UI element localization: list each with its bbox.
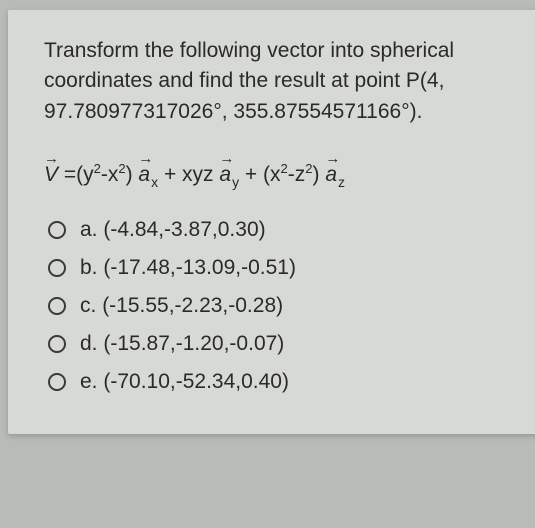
radio-icon[interactable]	[48, 297, 66, 315]
unit-ax: a	[138, 163, 150, 187]
unit-ay: a	[219, 163, 231, 187]
radio-icon[interactable]	[48, 259, 66, 277]
question-line-2: coordinates and find the result at point…	[44, 69, 444, 92]
question-text: Transform the following vector into sphe…	[44, 36, 535, 127]
option-b[interactable]: b. (-17.48,-13.09,-0.51)	[48, 256, 535, 280]
option-label: c. (-15.55,-2.23,-0.28)	[80, 294, 283, 318]
option-a[interactable]: a. (-4.84,-3.87,0.30)	[48, 218, 535, 242]
unit-az: a	[325, 163, 337, 187]
question-card: Transform the following vector into sphe…	[8, 10, 535, 434]
option-label: d. (-15.87,-1.20,-0.07)	[80, 332, 284, 356]
option-label: b. (-17.48,-13.09,-0.51)	[80, 256, 296, 280]
vector-V: V	[44, 163, 58, 187]
option-label: a. (-4.84,-3.87,0.30)	[80, 218, 266, 242]
question-line-1: Transform the following vector into sphe…	[44, 39, 454, 62]
radio-icon[interactable]	[48, 335, 66, 353]
radio-icon[interactable]	[48, 373, 66, 391]
option-c[interactable]: c. (-15.55,-2.23,-0.28)	[48, 294, 535, 318]
option-e[interactable]: e. (-70.10,-52.34,0.40)	[48, 370, 535, 394]
option-label: e. (-70.10,-52.34,0.40)	[80, 370, 289, 394]
question-line-3: 97.780977317026°, 355.87554571166°).	[44, 100, 422, 123]
answer-options: a. (-4.84,-3.87,0.30) b. (-17.48,-13.09,…	[48, 218, 535, 394]
radio-icon[interactable]	[48, 221, 66, 239]
option-d[interactable]: d. (-15.87,-1.20,-0.07)	[48, 332, 535, 356]
vector-equation: V =(y2-x2) ax + xyz ay + (x2-z2) az	[44, 161, 535, 189]
